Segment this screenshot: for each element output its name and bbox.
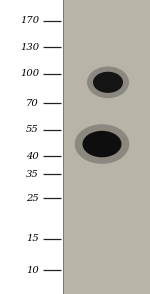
Ellipse shape <box>82 131 122 157</box>
Ellipse shape <box>93 72 123 93</box>
Bar <box>0 0 63 294</box>
Text: 10: 10 <box>26 266 39 275</box>
Text: 15: 15 <box>26 234 39 243</box>
Text: 130: 130 <box>20 43 39 51</box>
Ellipse shape <box>75 124 129 164</box>
Text: 70: 70 <box>26 99 39 108</box>
Text: 35: 35 <box>26 170 39 178</box>
Text: 55: 55 <box>26 126 39 134</box>
Ellipse shape <box>87 66 129 98</box>
Text: 170: 170 <box>20 16 39 25</box>
Text: 40: 40 <box>26 152 39 161</box>
Text: 25: 25 <box>26 194 39 203</box>
Text: 100: 100 <box>20 69 39 78</box>
Bar <box>63 0 150 294</box>
